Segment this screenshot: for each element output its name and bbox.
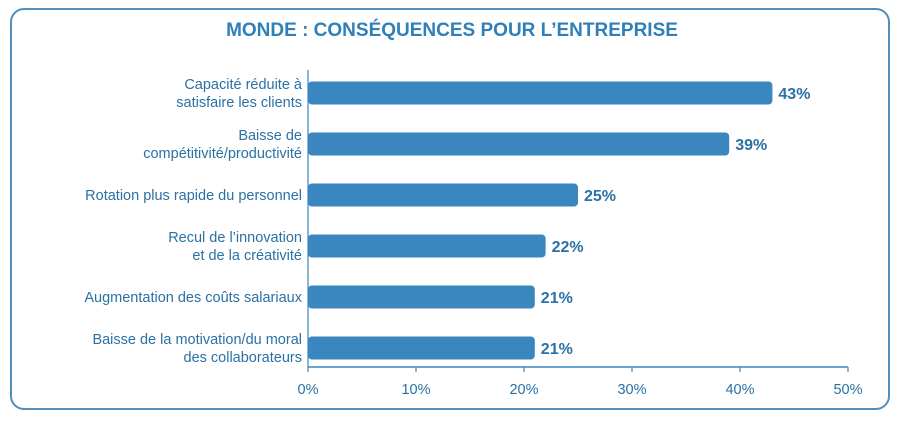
category-label: Baisse de compétitivité/productivité (143, 128, 302, 162)
category-label: Baisse de la motivation/du moral des coll… (92, 332, 302, 366)
x-tick-label: 30% (617, 382, 646, 398)
bar-value-label: 39% (735, 137, 767, 154)
bar-value-label: 25% (584, 188, 616, 205)
x-tick-label: 50% (833, 382, 862, 398)
bar (308, 336, 535, 360)
bar-value-label: 21% (541, 290, 573, 307)
x-tick-label: 10% (401, 382, 430, 398)
bar (308, 132, 730, 156)
category-label: Rotation plus rapide du personnel (85, 188, 302, 204)
bar (308, 234, 546, 258)
category-label: Capacité réduite à satisfaire les clients (176, 77, 303, 111)
chart-title: MONDE : CONSÉQUENCES POUR L’ENTREPRISE (226, 20, 678, 41)
x-tick-label: 0% (298, 382, 319, 398)
bar (308, 183, 578, 207)
x-tick-label: 20% (509, 382, 538, 398)
bar-value-label: 22% (552, 239, 584, 256)
x-tick-label: 40% (725, 382, 754, 398)
category-label: Recul de l’innovation et de la créativité (168, 230, 302, 264)
bar-value-label: 43% (778, 86, 810, 103)
category-label: Augmentation des coûts salariaux (84, 290, 302, 306)
bar-value-label: 21% (541, 341, 573, 358)
bar (308, 285, 535, 309)
bar (308, 81, 773, 105)
